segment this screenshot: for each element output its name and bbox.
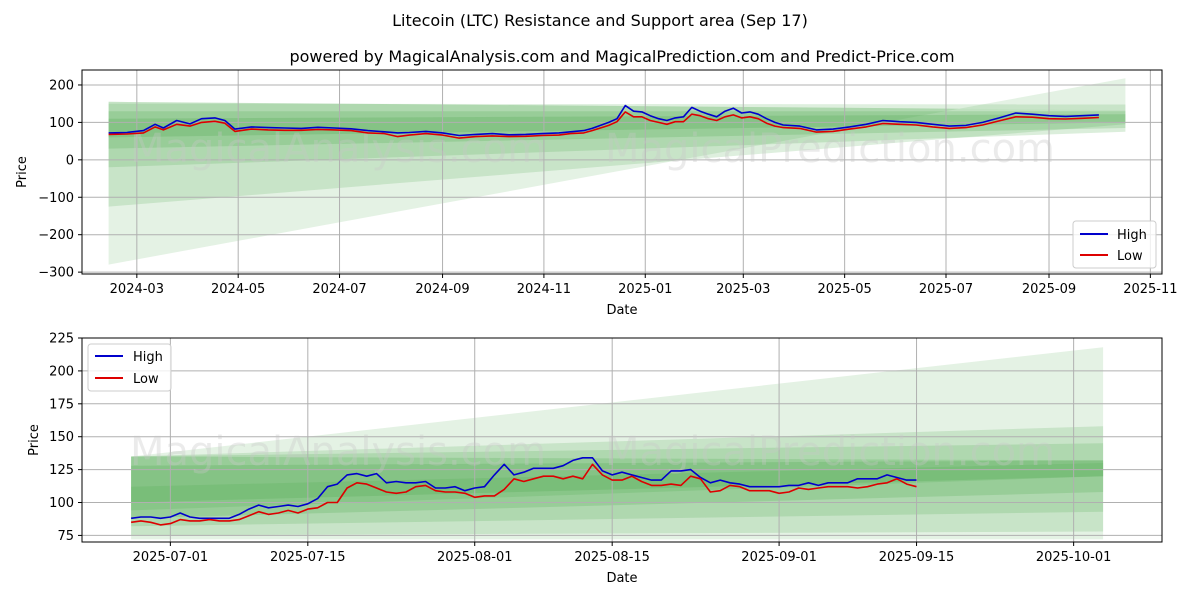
bottom-legend-low-label: Low [133,372,159,387]
watermark-prediction-top: MagicalPrediction.com [605,126,1055,172]
series-low-line [108,111,1099,139]
x-tick-label: 2025-09-01 [741,550,817,565]
series-high-line [108,104,1099,137]
bottom-support-resistance-bands [131,347,1104,540]
series-high-line [130,457,917,520]
top-legend-high-label: High [1117,228,1147,243]
band-5 [131,463,1104,511]
y-tick-label: 0 [66,153,74,168]
bottom-y-ticks: 225 200 175 150 125 100 75 [49,332,82,544]
x-tick-label: 2024-07 [312,282,366,297]
y-tick-label: 200 [49,364,74,379]
x-tick-label: 2025-05 [817,282,871,297]
chart-subtitle: powered by MagicalAnalysis.com and Magic… [289,47,954,66]
bottom-axes-frame [81,337,1163,543]
band-2 [108,101,1126,168]
top-legend: High Low [1072,220,1157,269]
band-0 [108,78,1126,265]
x-tick-label: 2025-09 [1022,282,1076,297]
x-tick-label: 2025-07 [919,282,973,297]
watermark-analysis-bottom: MagicalAnalysis.com [130,429,546,475]
y-tick-label: 125 [49,463,74,478]
y-tick-label: 175 [49,397,74,412]
top-y-axis-label: Price [15,156,30,188]
band-2 [131,443,1104,527]
top-price-lines [108,104,1099,139]
bottom-price-lines [130,457,917,526]
watermark-analysis-top: MagicalAnalysis.com [130,126,546,172]
top-grid [82,70,1162,274]
y-tick-label: 225 [49,332,74,347]
y-tick-label: −200 [38,228,74,243]
x-tick-label: 2025-08-01 [437,550,513,565]
bottom-panel: MagicalAnalysis.com MagicalPrediction.co… [27,332,1163,586]
top-x-axis-label: Date [606,303,637,318]
top-panel: MagicalAnalysis.com MagicalPrediction.co… [15,69,1178,318]
band-4 [131,460,1104,503]
top-y-ticks: 200 100 0 −100 −200 −300 [38,78,82,281]
band-0 [131,347,1104,540]
band-3 [108,111,1126,149]
x-tick-label: 2025-07-15 [270,550,346,565]
x-tick-label: 2024-11 [517,282,571,297]
x-tick-label: 2025-01 [618,282,672,297]
y-tick-label: 150 [49,430,74,445]
x-tick-label: 2025-07-01 [133,550,209,565]
x-tick-label: 2024-03 [110,282,164,297]
x-tick-label: 2024-05 [211,282,265,297]
bottom-legend: High Low [87,343,172,392]
top-legend-low-label: Low [1117,249,1143,264]
y-tick-label: 75 [57,529,74,544]
y-tick-label: 100 [49,116,74,131]
bottom-legend-high-label: High [133,350,163,365]
y-tick-label: 100 [49,496,74,511]
x-tick-label: 2025-11 [1123,282,1177,297]
top-axes-frame [81,69,1163,275]
bottom-x-ticks: 2025-07-01 2025-07-15 2025-08-01 2025-08-15… [133,542,1112,565]
y-tick-label: 200 [49,78,74,93]
x-tick-label: 2025-09-15 [879,550,955,565]
bottom-x-axis-label: Date [606,571,637,586]
y-tick-label: −100 [38,191,74,206]
top-legend-box [1072,220,1157,269]
top-x-ticks: 2024-03 2024-05 2024-07 2024-09 2024-11 2025-… [110,274,1178,297]
series-low-line [130,463,917,526]
x-tick-label: 2025-10-01 [1036,550,1112,565]
x-tick-label: 2025-08-15 [574,550,650,565]
x-tick-label: 2024-09 [415,282,469,297]
watermark-prediction-bottom: MagicalPrediction.com [605,429,1055,475]
bottom-y-axis-label: Price [27,424,42,456]
y-tick-label: −300 [38,266,74,281]
chart-title: Litecoin (LTC) Resistance and Support ar… [392,11,808,30]
x-tick-label: 2025-03 [716,282,770,297]
